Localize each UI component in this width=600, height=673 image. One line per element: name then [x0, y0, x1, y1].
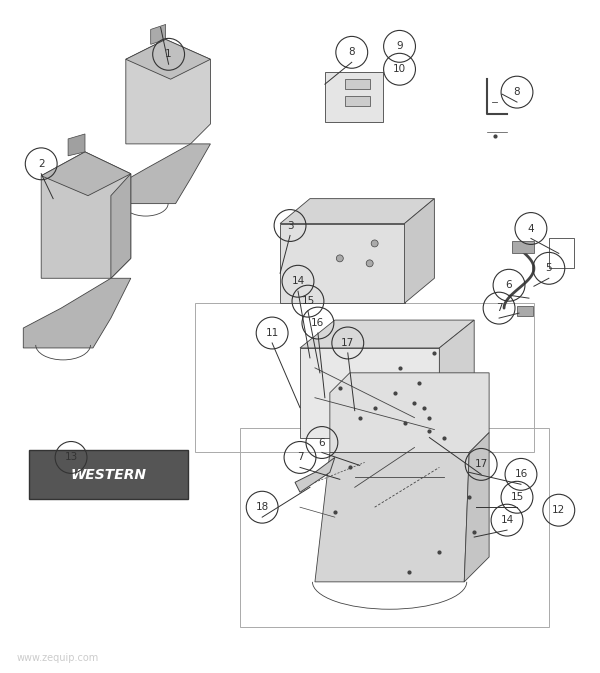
- Polygon shape: [439, 320, 474, 437]
- Polygon shape: [151, 24, 166, 44]
- Polygon shape: [23, 278, 131, 348]
- Text: 5: 5: [545, 263, 552, 273]
- Text: 11: 11: [266, 328, 279, 338]
- Polygon shape: [345, 96, 370, 106]
- Polygon shape: [41, 152, 131, 196]
- Text: 14: 14: [500, 515, 514, 525]
- Polygon shape: [111, 144, 211, 204]
- Polygon shape: [111, 174, 131, 278]
- Text: 3: 3: [287, 221, 293, 231]
- FancyBboxPatch shape: [517, 306, 533, 316]
- Text: 10: 10: [393, 64, 406, 74]
- Polygon shape: [330, 373, 489, 452]
- Polygon shape: [300, 320, 474, 348]
- Polygon shape: [41, 152, 131, 278]
- FancyBboxPatch shape: [325, 72, 383, 122]
- Text: 17: 17: [475, 460, 488, 469]
- Text: 12: 12: [552, 505, 565, 516]
- Text: 14: 14: [292, 276, 305, 286]
- Polygon shape: [464, 433, 489, 582]
- Polygon shape: [315, 452, 469, 582]
- Text: www.zequip.com: www.zequip.com: [16, 653, 98, 664]
- Text: 1: 1: [165, 49, 172, 59]
- Text: 8: 8: [514, 87, 520, 97]
- Text: 6: 6: [319, 437, 325, 448]
- Circle shape: [366, 260, 373, 267]
- Circle shape: [371, 240, 378, 247]
- Circle shape: [337, 255, 343, 262]
- FancyBboxPatch shape: [512, 242, 534, 254]
- Polygon shape: [404, 199, 434, 303]
- Text: 7: 7: [296, 452, 304, 462]
- Text: 18: 18: [256, 502, 269, 512]
- Text: 17: 17: [341, 338, 355, 348]
- Polygon shape: [300, 348, 439, 437]
- Polygon shape: [280, 223, 404, 303]
- Text: 9: 9: [396, 41, 403, 51]
- Text: 2: 2: [38, 159, 44, 169]
- Polygon shape: [68, 134, 85, 156]
- FancyBboxPatch shape: [29, 450, 188, 499]
- Text: 6: 6: [506, 280, 512, 290]
- Polygon shape: [345, 79, 370, 89]
- Text: 16: 16: [514, 469, 527, 479]
- Polygon shape: [280, 199, 434, 223]
- Text: 8: 8: [349, 47, 355, 57]
- Text: 7: 7: [496, 303, 502, 313]
- Text: 4: 4: [527, 223, 534, 234]
- Text: 16: 16: [311, 318, 325, 328]
- Text: 15: 15: [301, 296, 314, 306]
- Polygon shape: [126, 40, 211, 79]
- Text: WESTERN: WESTERN: [70, 468, 146, 482]
- Text: 13: 13: [64, 452, 77, 462]
- Polygon shape: [126, 40, 211, 144]
- Text: 15: 15: [511, 492, 524, 502]
- Polygon shape: [295, 458, 335, 492]
